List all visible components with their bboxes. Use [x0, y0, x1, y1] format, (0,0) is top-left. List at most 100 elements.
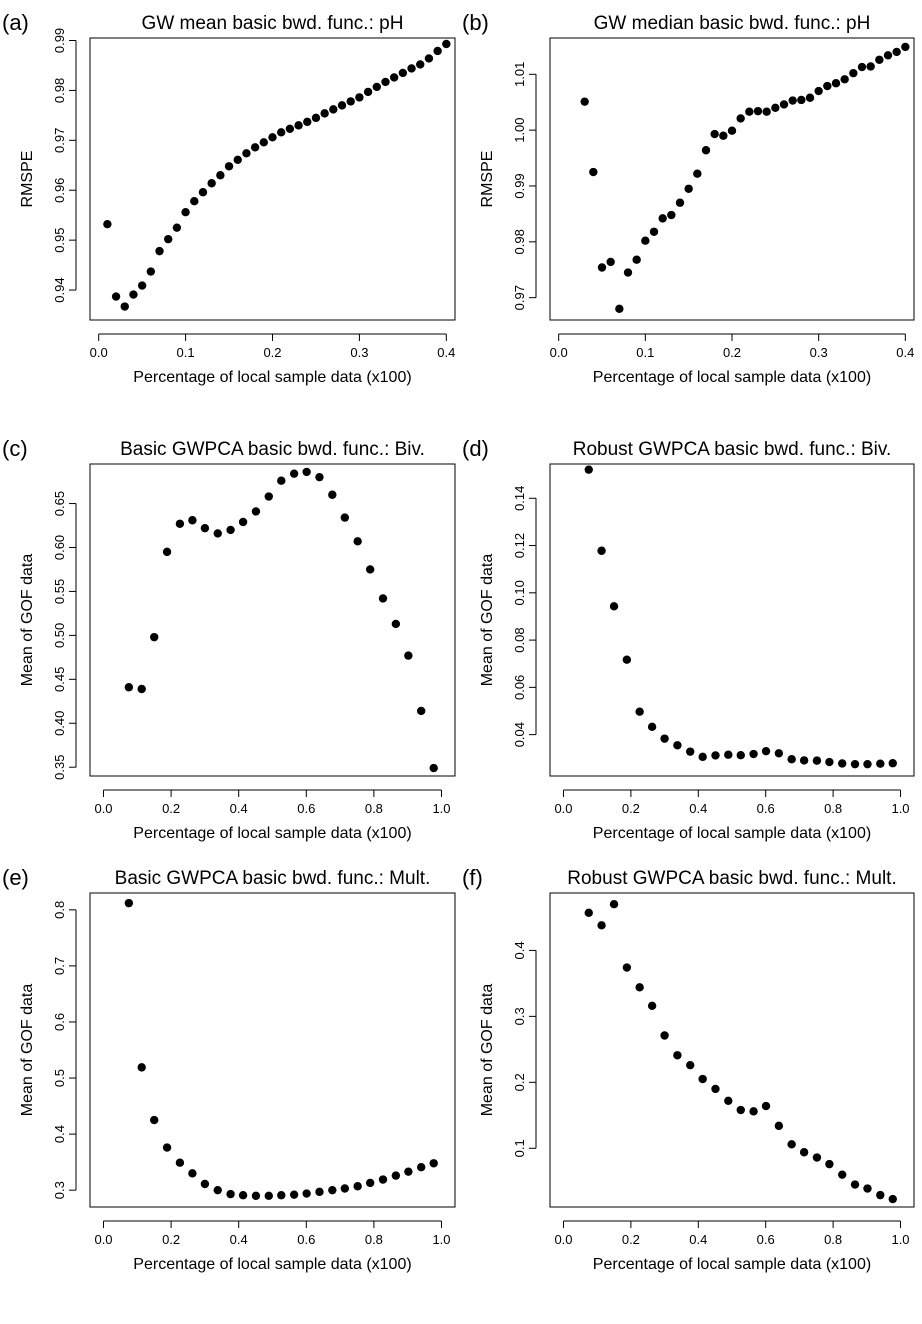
- y-tick-label: 0.98: [512, 229, 527, 254]
- data-point: [673, 741, 682, 750]
- x-axis: 0.0 0.2 0.4 0.6 0.8 1.0: [94, 789, 451, 816]
- data-point: [623, 268, 633, 277]
- data-point: [213, 529, 222, 538]
- data-point: [200, 1179, 210, 1189]
- data-point: [137, 684, 146, 694]
- data-point: [251, 507, 261, 516]
- y-axis-label: Mean of GOF data: [479, 984, 496, 1117]
- data-point: [635, 983, 644, 992]
- data-point: [686, 747, 695, 756]
- panel-title: GW mean basic bwd. func.: pH: [142, 13, 404, 34]
- y-axis: 0.97 0.98 0.99 1.00 1.01: [512, 62, 537, 310]
- data-point: [724, 1096, 733, 1105]
- data-point: [788, 96, 797, 105]
- x-tick-label: 0.1: [636, 345, 654, 360]
- data-point: [175, 519, 185, 528]
- data-point: [635, 707, 644, 716]
- data-point: [762, 107, 771, 116]
- data-point: [264, 1191, 273, 1200]
- data-point: [442, 39, 451, 49]
- y-tick-label: 0.45: [52, 667, 67, 692]
- data-point: [181, 207, 190, 217]
- y-tick-label: 0.99: [52, 28, 67, 53]
- data-point: [719, 131, 728, 140]
- data-point: [124, 683, 134, 692]
- plot-frame: [89, 37, 456, 321]
- data-point: [150, 632, 159, 642]
- x-tick-label: 1.0: [891, 1232, 909, 1247]
- y-axis: 0.3 0.4 0.5 0.6 0.7 0.8: [52, 901, 77, 1199]
- data-point: [840, 75, 849, 84]
- data-point: [315, 1187, 324, 1197]
- data-point: [124, 898, 134, 908]
- data-point: [753, 106, 763, 116]
- data-point: [787, 755, 796, 764]
- data-point: [609, 602, 619, 611]
- data-point: [831, 79, 841, 88]
- y-tick-label: 0.3: [512, 1007, 527, 1025]
- x-tick-label: 0.3: [810, 345, 828, 360]
- panel-label: (b): [462, 10, 489, 35]
- plot-frame: [89, 463, 456, 777]
- x-tick-label: 0.2: [162, 1232, 180, 1247]
- data-point: [264, 492, 273, 501]
- data-point: [233, 155, 242, 164]
- y-tick-label: 0.06: [512, 675, 527, 700]
- data-point: [391, 619, 401, 629]
- data-point: [328, 1185, 337, 1195]
- x-tick-label: 0.2: [162, 801, 180, 816]
- data-point: [120, 302, 129, 311]
- x-tick-label: 0.4: [689, 1232, 707, 1247]
- y-tick-label: 1.01: [512, 62, 527, 87]
- data-point: [289, 469, 299, 478]
- x-tick-label: 0.0: [554, 801, 572, 816]
- data-point: [736, 114, 745, 123]
- data-point: [849, 68, 858, 78]
- y-tick-label: 0.99: [512, 173, 527, 198]
- data-point: [404, 651, 413, 660]
- data-point: [597, 921, 606, 930]
- data-point: [693, 169, 702, 178]
- y-axis-label: Mean of GOF data: [19, 984, 36, 1117]
- y-axis-label: Mean of GOF data: [479, 554, 496, 687]
- data-point: [632, 255, 641, 264]
- x-tick-label: 0.0: [550, 345, 568, 360]
- y-tick-label: 0.3: [52, 1181, 67, 1199]
- x-tick-label: 0.3: [350, 345, 368, 360]
- data-point: [381, 77, 390, 87]
- data-point: [302, 467, 311, 477]
- x-tick-label: 1.0: [891, 801, 909, 816]
- data-point: [188, 516, 197, 525]
- data-point: [686, 1060, 695, 1070]
- data-point: [660, 1031, 669, 1040]
- data-point: [137, 1063, 146, 1072]
- x-tick-label: 1.0: [432, 801, 450, 816]
- y-axis: 0.04 0.06 0.08 0.10 0.12 0.14: [512, 486, 537, 747]
- panel-a: (a) GW mean basic bwd. func.: pH 0.0 0.1 0.2…: [2, 10, 456, 386]
- x-tick-label: 0.8: [365, 1232, 383, 1247]
- data-point: [353, 1182, 362, 1191]
- y-tick-label: 0.98: [52, 78, 67, 103]
- panel-e: (e) Basic GWPCA basic bwd. func.: Mult. 0.…: [2, 865, 456, 1273]
- y-tick-label: 0.35: [52, 755, 67, 780]
- data-point: [805, 93, 815, 102]
- data-point: [404, 1167, 413, 1176]
- data-point: [660, 734, 669, 743]
- data-point: [164, 234, 173, 244]
- panel-d: (d) Robust GWPCA basic bwd. func.: Biv. 0.…: [462, 436, 915, 842]
- data-points: [580, 42, 910, 314]
- y-tick-label: 0.95: [52, 227, 67, 252]
- data-point: [416, 60, 425, 69]
- data-point: [285, 124, 295, 134]
- data-point: [259, 138, 269, 147]
- data-point: [162, 547, 172, 557]
- data-point: [340, 513, 350, 522]
- data-point: [647, 722, 657, 732]
- x-tick-label: 0.0: [554, 1232, 572, 1247]
- y-tick-label: 0.08: [512, 627, 527, 652]
- y-tick-label: 0.97: [52, 128, 67, 153]
- panel-title: Basic GWPCA basic bwd. func.: Mult.: [115, 868, 431, 889]
- y-tick-label: 0.12: [512, 533, 527, 558]
- data-point: [175, 1158, 185, 1167]
- y-axis: 0.1 0.2 0.3 0.4: [512, 941, 537, 1157]
